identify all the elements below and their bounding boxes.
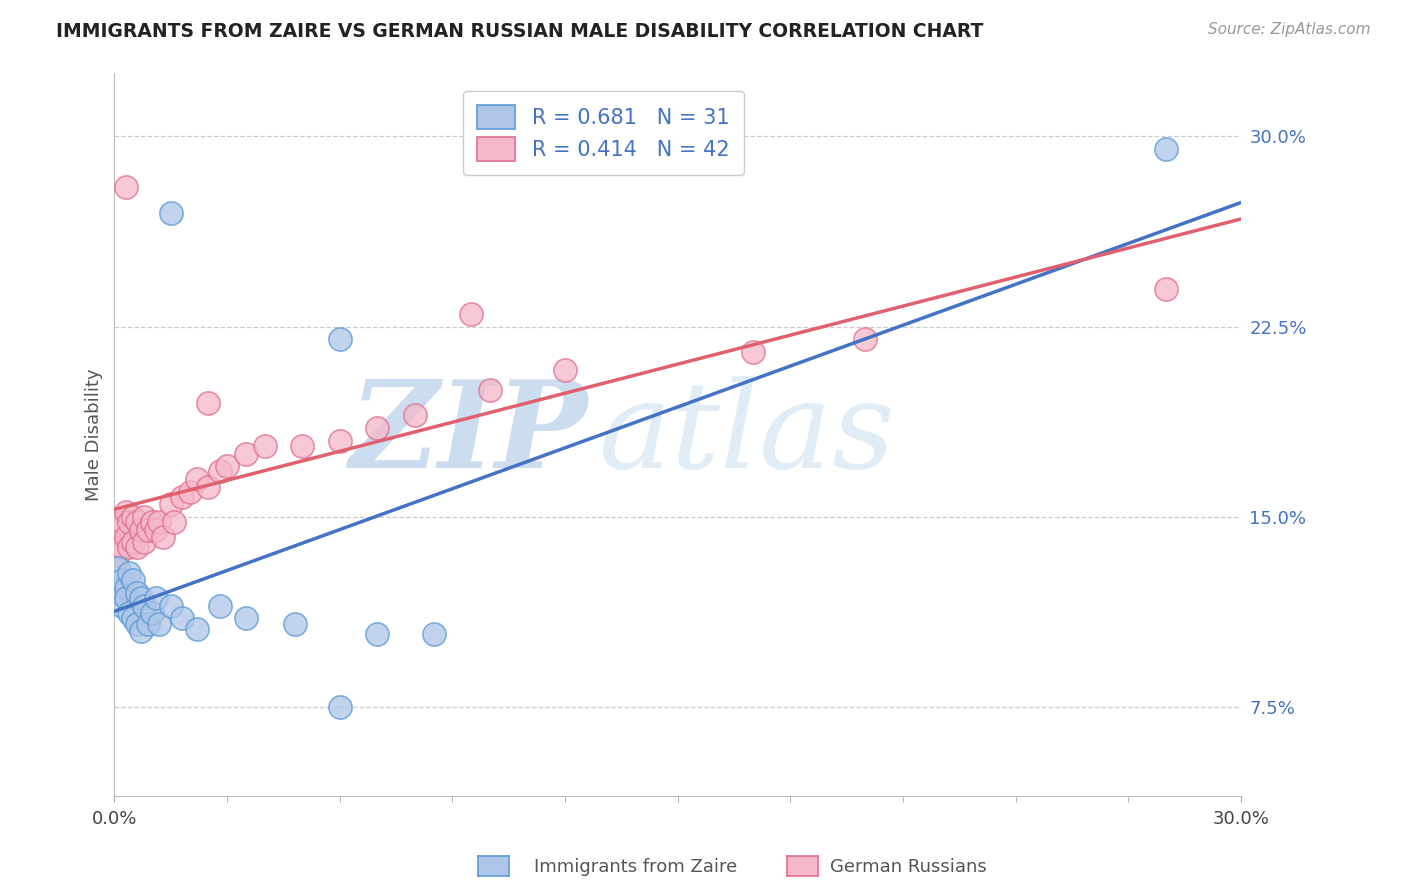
Text: atlas: atlas [599,376,896,493]
Point [136,616,159,631]
Point [134,599,156,613]
Point [141,515,163,529]
Point [134,510,156,524]
Point [329,700,352,714]
Point [170,611,193,625]
Point [114,581,136,595]
Point [125,541,148,555]
Text: Source: ZipAtlas.com: Source: ZipAtlas.com [1208,22,1371,37]
Point [855,332,877,346]
Point [145,591,167,606]
Point [422,626,444,640]
Point [554,363,576,377]
Point [122,535,145,549]
Point [114,530,136,544]
Text: IMMIGRANTS FROM ZAIRE VS GERMAN RUSSIAN MALE DISABILITY CORRELATION CHART: IMMIGRANTS FROM ZAIRE VS GERMAN RUSSIAN … [56,22,984,41]
Point [111,515,134,529]
Point [159,205,181,219]
Point [291,439,314,453]
Text: ZIP: ZIP [349,376,588,494]
Point [107,560,129,574]
Point [134,535,156,549]
Point [111,599,134,613]
Point [114,591,136,606]
Point [478,383,501,397]
Point [186,472,208,486]
Text: German Russians: German Russians [830,858,986,876]
Point [159,599,181,613]
Point [163,515,186,529]
Point [215,459,238,474]
Point [404,409,426,423]
Point [118,607,141,621]
Point [235,446,257,460]
Point [152,530,174,544]
Legend: R = 0.681   N = 31, R = 0.414   N = 42: R = 0.681 N = 31, R = 0.414 N = 42 [463,91,744,175]
Y-axis label: Male Disability: Male Disability [86,368,103,500]
Point [329,434,352,448]
Point [125,515,148,529]
Point [197,479,219,493]
Point [141,607,163,621]
Point [208,464,231,478]
Point [197,396,219,410]
Text: Immigrants from Zaire: Immigrants from Zaire [534,858,738,876]
Point [741,345,763,359]
Point [122,574,145,588]
Point [118,541,141,555]
Point [118,515,141,529]
Point [186,622,208,636]
Point [129,523,152,537]
Point [366,421,388,435]
Point [170,490,193,504]
Point [253,439,276,453]
Point [235,611,257,625]
Point [129,591,152,606]
Point [125,586,148,600]
Point [208,599,231,613]
Point [148,515,170,529]
Point [366,626,388,640]
Point [145,523,167,537]
Point [118,566,141,580]
Point [148,616,170,631]
Point [129,624,152,639]
Point [111,574,134,588]
Point [107,586,129,600]
Point [114,180,136,194]
Point [114,505,136,519]
Point [179,484,201,499]
Point [111,541,134,555]
Point [159,497,181,511]
Point [1154,142,1177,156]
Point [460,307,482,321]
Point [107,523,129,537]
Point [284,616,307,631]
Point [125,616,148,631]
Point [122,510,145,524]
Point [329,332,352,346]
Point [107,548,129,562]
Point [1154,282,1177,296]
Point [122,611,145,625]
Point [136,523,159,537]
